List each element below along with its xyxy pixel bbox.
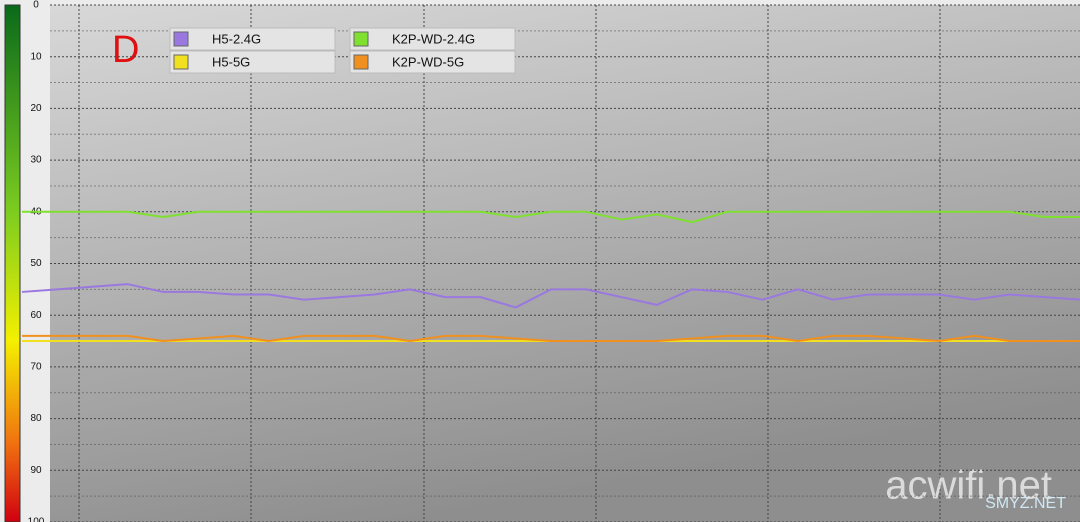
y-tick-label: 80	[30, 413, 42, 424]
legend-box	[169, 27, 336, 51]
series-line	[22, 210, 1080, 224]
legend-box	[349, 50, 516, 74]
panel-label: D	[112, 29, 139, 71]
y-tick-label: 20	[30, 103, 42, 114]
y-tick-label: 50	[30, 258, 42, 269]
legend-swatch	[173, 31, 189, 47]
y-tick-label: 70	[30, 362, 42, 373]
y-tick-label: 30	[30, 155, 42, 166]
legend-swatch	[353, 54, 369, 70]
legend-label: K2P-WD-2.4G	[392, 31, 475, 46]
y-tick-label: 60	[30, 310, 42, 321]
legend-swatch	[173, 54, 189, 70]
color-scale	[4, 4, 21, 522]
y-tick-label: 100	[28, 517, 45, 522]
y-tick-label: 10	[30, 51, 42, 62]
y-tick-label: 90	[30, 465, 42, 476]
y-tick-label: 0	[33, 0, 39, 11]
plot-area	[50, 5, 1080, 522]
watermark: SMYZ.NET	[985, 495, 1066, 512]
series-line	[22, 334, 1080, 343]
legend-label: H5-2.4G	[212, 31, 261, 46]
watermark: acwifi.net	[885, 464, 1052, 508]
series-line	[21, 283, 1080, 309]
legend-swatch	[353, 31, 369, 47]
legend-label: K2P-WD-5G	[392, 54, 464, 69]
legend-box	[169, 50, 336, 74]
legend-label: H5-5G	[212, 54, 250, 69]
legend-box	[349, 27, 516, 51]
